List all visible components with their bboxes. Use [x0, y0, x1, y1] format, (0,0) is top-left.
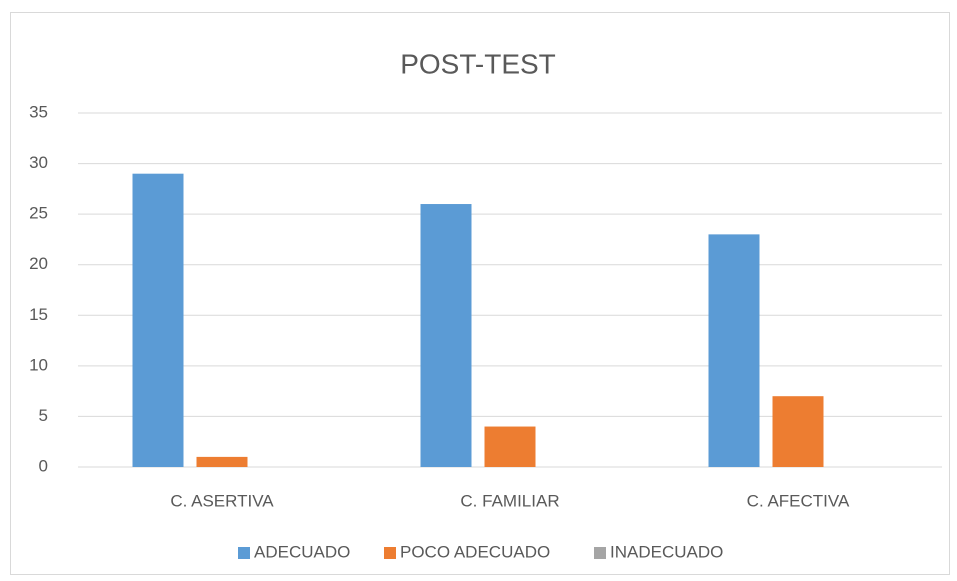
x-tick-label: C. AFECTIVA — [747, 491, 850, 510]
chart-title: POST-TEST — [400, 48, 556, 79]
y-tick-label: 15 — [29, 305, 48, 324]
y-tick-label: 0 — [39, 456, 48, 475]
y-tick-label: 35 — [29, 102, 48, 121]
legend-swatch — [238, 547, 250, 559]
x-tick-label: C. FAMILIAR — [460, 491, 559, 510]
legend-swatch — [384, 547, 396, 559]
y-tick-label: 25 — [29, 204, 48, 223]
y-tick-label: 10 — [29, 355, 48, 374]
legend-label: POCO ADECUADO — [400, 542, 550, 561]
y-tick-label: 30 — [29, 153, 48, 172]
y-tick-label: 20 — [29, 254, 48, 273]
bar — [484, 426, 536, 467]
bar — [420, 204, 472, 467]
x-tick-label: C. ASERTIVA — [170, 491, 274, 510]
bar — [772, 396, 824, 467]
legend-swatch — [594, 547, 606, 559]
bar — [708, 234, 760, 467]
legend-label: INADECUADO — [610, 542, 723, 561]
bar — [132, 173, 184, 467]
bar — [196, 456, 248, 467]
y-tick-label: 5 — [39, 406, 48, 425]
legend-label: ADECUADO — [254, 542, 350, 561]
